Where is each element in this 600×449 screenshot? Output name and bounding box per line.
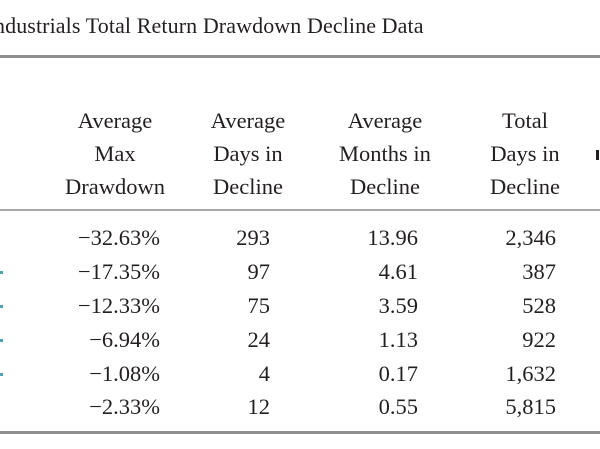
table-title: ndustrials Total Return Drawdown Decline… [0, 13, 424, 38]
column-header-line: Days in [213, 141, 283, 166]
column-header-line: Days in [490, 141, 560, 166]
row-marker [0, 305, 3, 308]
table-cell: 13.96 [367, 225, 418, 250]
top-rule [0, 55, 600, 58]
table-cell: 0.17 [378, 361, 418, 386]
column-header-avg-months-in-decline: Average Months in Decline [320, 104, 450, 203]
table-cell: 1.13 [378, 327, 418, 352]
column-header-line: Months in [339, 141, 431, 166]
column-header-avg-max-drawdown: Average Max Drawdown [45, 104, 185, 203]
table-cell: −6.94% [89, 327, 160, 352]
table-cell: 97 [247, 259, 271, 284]
column-header-line: Max [94, 141, 136, 166]
table-cell: −12.33% [77, 293, 160, 318]
column-header-line: Average [347, 108, 423, 133]
row-marker [0, 339, 3, 342]
table-cell: 12 [247, 394, 271, 419]
table-cell: −32.63% [77, 225, 160, 250]
table-cell: 1,632 [505, 361, 556, 386]
column-header-line: Decline [350, 174, 420, 199]
table-cell: 24 [247, 327, 271, 352]
column-header-line: Average [210, 108, 286, 133]
table-cell: 922 [522, 327, 556, 352]
table-cell: 528 [522, 293, 556, 318]
row-marker [0, 373, 3, 376]
bottom-rule [0, 431, 600, 434]
column-header-line: Decline [213, 174, 283, 199]
table-cell: 5,815 [505, 394, 556, 419]
column-header-line: Decline [490, 174, 560, 199]
column-header-line: Drawdown [65, 174, 165, 199]
table-cell: 75 [247, 293, 271, 318]
header-rule [0, 209, 600, 211]
table-cell: −2.33% [89, 394, 160, 419]
table-cell: 4.61 [378, 259, 418, 284]
column-header-line: Total [502, 108, 548, 133]
table-cell: 293 [236, 225, 270, 250]
row-marker [0, 271, 3, 274]
table-cell: 3.59 [378, 293, 418, 318]
cropped-column-edge [596, 150, 599, 160]
column-header-total-days-in-decline: Total Days in Decline [470, 104, 580, 203]
table-cell: 387 [522, 259, 556, 284]
column-header-avg-days-in-decline: Average Days in Decline [193, 104, 303, 203]
table-cell: −1.08% [89, 361, 160, 386]
table-cell: 4 [258, 361, 270, 386]
table-cell: 0.55 [378, 394, 418, 419]
table-cell: −17.35% [77, 259, 160, 284]
table-cell: 2,346 [505, 225, 556, 250]
column-header-line: Average [77, 108, 153, 133]
